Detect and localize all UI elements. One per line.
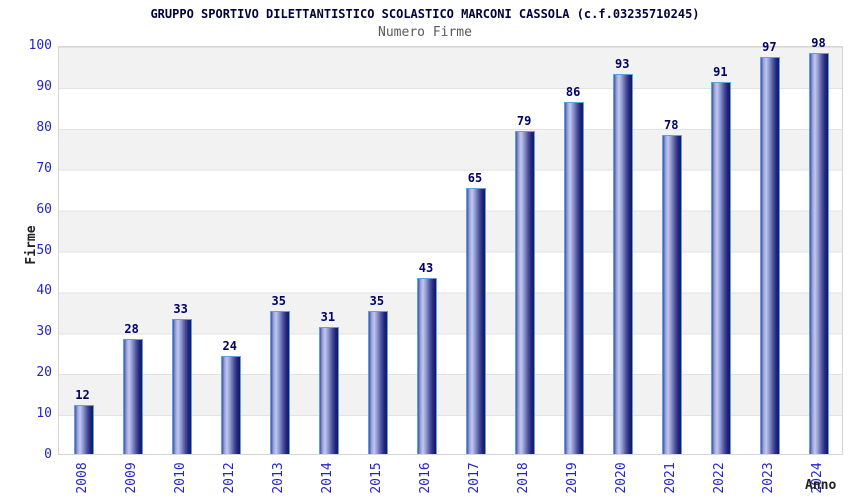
bar-2024 [809,53,830,454]
plot-area [58,46,843,455]
x-tick-label: 2008 [74,462,90,494]
bar-value-label: 43 [418,261,434,275]
bar-value-label: 86 [565,85,581,99]
bar-value-label: 91 [713,65,728,79]
y-tick-label: 0 [44,447,52,462]
x-tick-label: 2010 [172,462,188,494]
bar-2013 [269,311,290,454]
x-tick-label: 2016 [417,462,433,494]
bar-value-label: 12 [75,388,90,402]
bar-value-label: 79 [516,114,532,128]
x-tick-label: 2023 [761,462,777,494]
bar-value-label: 97 [762,40,777,54]
bar-value-label: 24 [222,339,237,353]
bar-2009 [122,339,143,454]
chart-title: GRUPPO SPORTIVO DILETTANTISTICO SCOLASTI… [150,7,700,21]
bar-2021 [662,135,683,454]
y-tick-label: 60 [36,201,52,217]
bar-2012 [220,356,241,454]
y-tick-label: 20 [36,365,52,381]
bar-2018 [515,131,536,454]
x-tick-label: 2021 [663,462,679,494]
bar-2014 [318,327,339,454]
chart-subtitle: Numero Firme [378,25,472,40]
x-tick-label: 2022 [712,462,728,494]
bar-2010 [171,319,192,454]
y-tick-label: 70 [36,160,52,176]
x-tick-label: 2014 [319,462,335,494]
bar-2022 [711,82,732,454]
y-tick-label: 30 [36,324,52,340]
y-tick-label: 10 [36,406,52,422]
x-tick-label: 2018 [516,462,532,494]
bar-value-label: 31 [320,310,336,324]
x-tick-label: 2017 [467,462,483,494]
x-tick-label: 2009 [123,462,139,494]
y-tick-label: 90 [36,78,52,94]
bar-value-label: 78 [664,118,679,132]
x-tick-label: 2015 [368,462,384,494]
bar-2017 [466,188,487,454]
bar-value-label: 28 [124,322,139,336]
y-tick-label: 80 [36,119,52,135]
bar-value-label: 93 [614,57,630,71]
bar-2016 [416,278,437,454]
bar-value-label: 35 [271,294,286,308]
x-axis-title: Anno [805,478,837,493]
bar-2020 [613,74,634,454]
bar-value-label: 65 [467,171,483,185]
x-tick-label: 2019 [565,462,581,494]
bar-value-label: 35 [369,294,385,308]
x-tick-label: 2013 [270,462,286,494]
bar-2008 [73,405,94,454]
y-axis-title: Firme [24,225,39,265]
bar-2023 [760,57,781,454]
x-tick-label: 2012 [221,462,237,494]
bar-value-label: 33 [173,302,188,316]
bar-2015 [367,311,388,454]
y-tick-label: 100 [28,38,52,53]
bar-2019 [564,102,585,454]
y-tick-label: 40 [36,283,52,299]
y-tick-label: 50 [36,242,52,258]
x-tick-label: 2020 [614,462,630,494]
bar-value-label: 98 [811,36,826,50]
